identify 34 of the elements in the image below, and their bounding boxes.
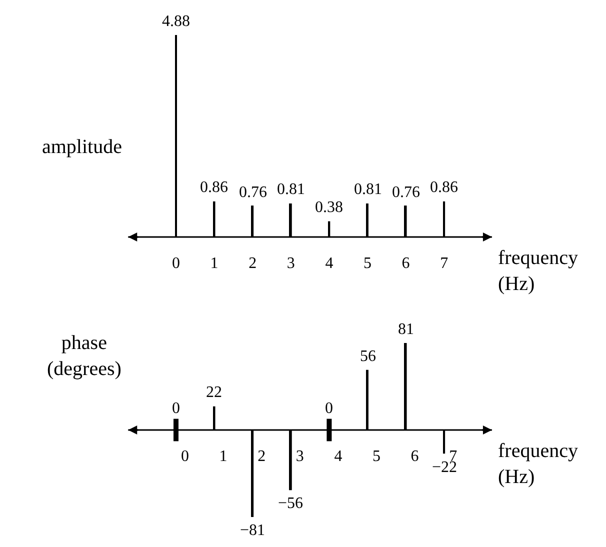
data-label: 22 xyxy=(206,384,222,401)
x-tick-label: 2 xyxy=(258,448,266,465)
data-label: 0.76 xyxy=(392,184,420,201)
x-tick-label: 1 xyxy=(219,448,228,465)
x-tick-label: 0 xyxy=(172,255,180,272)
y-axis-title: phase (degrees) xyxy=(47,332,122,380)
data-label: 56 xyxy=(360,348,376,365)
data-label: 0 xyxy=(325,400,333,417)
data-label: 0.86 xyxy=(430,179,458,196)
data-label: 0 xyxy=(172,400,180,417)
x-tick-label: 5 xyxy=(364,255,372,272)
x-axis-title: frequency (Hz) xyxy=(498,247,578,295)
x-tick-label: 5 xyxy=(372,448,380,465)
x-axis-title: frequency (Hz) xyxy=(498,440,578,488)
x-tick-label: 3 xyxy=(296,448,304,465)
data-label: 0.81 xyxy=(354,181,382,198)
data-label: 81 xyxy=(398,321,414,338)
data-label: 0.38 xyxy=(315,199,343,216)
data-label: −56 xyxy=(278,495,304,512)
x-tick-label: 4 xyxy=(325,255,334,272)
x-tick-label: 6 xyxy=(410,448,419,465)
data-label: 0.86 xyxy=(200,179,228,196)
x-tick-label: 3 xyxy=(286,255,295,272)
x-tick-label: 1 xyxy=(210,255,218,272)
data-label: −81 xyxy=(240,522,266,539)
x-tick-label: 2 xyxy=(248,255,257,272)
data-label: 4.88 xyxy=(162,13,190,30)
x-tick-label: 4 xyxy=(334,448,342,465)
data-label: 0.81 xyxy=(277,181,305,198)
y-axis-title: amplitude xyxy=(42,136,122,158)
x-tick-label: 6 xyxy=(402,255,410,272)
x-tick-label: 0 xyxy=(181,448,189,465)
x-tick-label: 7 xyxy=(440,255,448,272)
data-label: 0.76 xyxy=(239,184,267,201)
